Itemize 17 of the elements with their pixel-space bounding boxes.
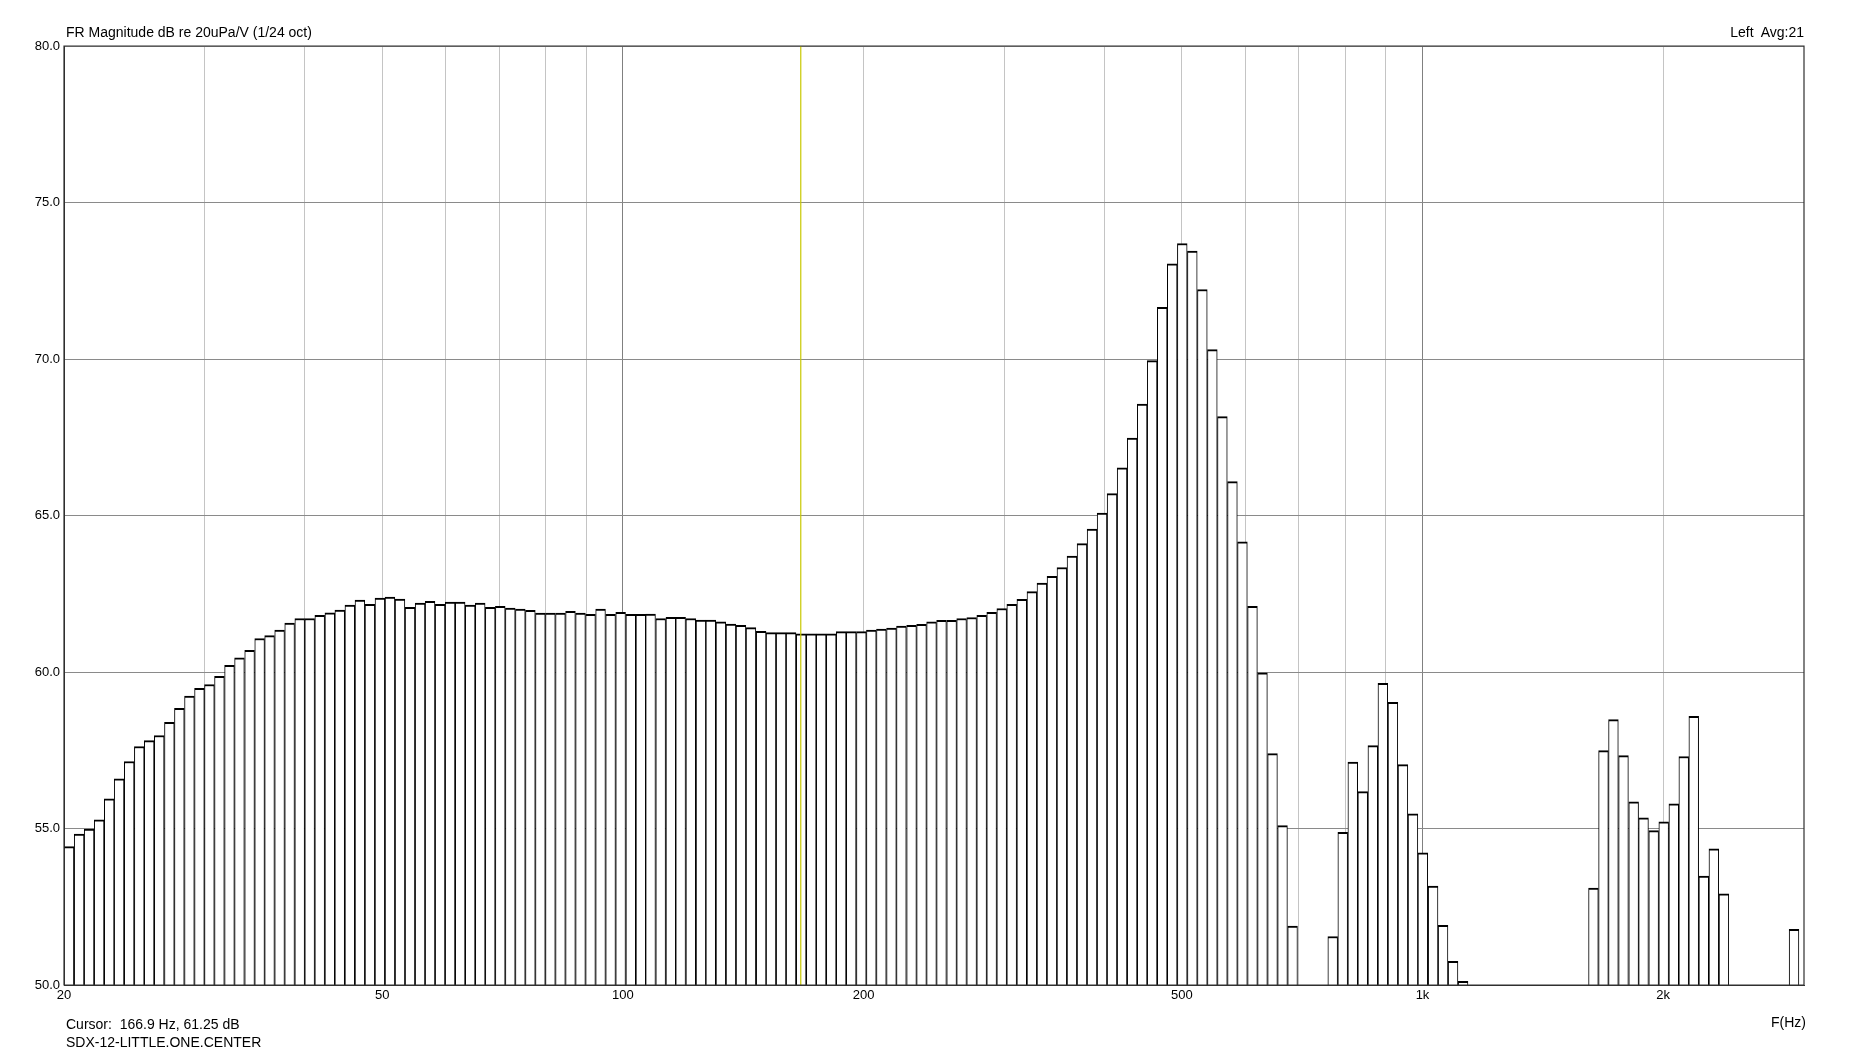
y-tick-label: 55.0 xyxy=(34,820,60,836)
x-tick-label: 100 xyxy=(612,987,634,1003)
x-axis-title: F(Hz) xyxy=(1771,1014,1806,1030)
x-tick-label: 2k xyxy=(1656,987,1671,1003)
x-tick-label: 200 xyxy=(852,987,875,1003)
text: Left Avg:21 xyxy=(1730,24,1804,40)
text: Cursor: 166.9 Hz, 61.25 dB xyxy=(66,1016,240,1032)
y-tick-label: 60.0 xyxy=(34,663,60,679)
x-tick-label: 1k xyxy=(1415,987,1430,1003)
text: SDX-12-LITTLE.ONE.CENTER xyxy=(66,1034,262,1050)
x-tick-label: 500 xyxy=(1170,987,1193,1003)
y-tick-label: 75.0 xyxy=(34,194,60,210)
y-tick-label: 65.0 xyxy=(34,507,60,523)
y-tick-label: 70.0 xyxy=(34,350,60,366)
y-tick-label: 80.0 xyxy=(34,37,60,53)
x-tick-label: 50 xyxy=(374,987,390,1003)
chart-title: FR Magnitude dB re 20uPa/V (1/24 oct) xyxy=(66,24,312,40)
